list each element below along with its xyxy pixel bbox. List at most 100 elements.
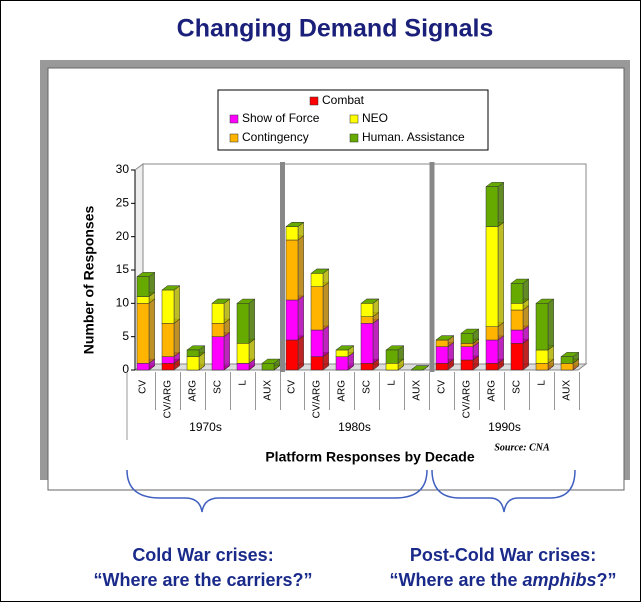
y-axis-label: Number of Responses (81, 205, 97, 354)
bar-front (310, 356, 324, 371)
bar-segment (360, 298, 380, 304)
bar-side (497, 181, 504, 228)
x-tick-label: AUX (562, 380, 573, 401)
y-tick-label: 30 (116, 162, 130, 176)
x-tick-label: SC (362, 380, 373, 394)
bar-segment (310, 268, 330, 274)
bar-front (186, 349, 200, 357)
bar-segment (535, 298, 555, 351)
bar-front (136, 303, 150, 364)
legend-label: Contingency (242, 130, 309, 144)
legend-label: Combat (322, 93, 365, 107)
bar-front (535, 303, 549, 351)
bar-front (460, 346, 474, 361)
bar-side (522, 338, 529, 371)
bar-top (335, 345, 355, 351)
bar-side (297, 335, 304, 371)
y-tick-label: 25 (116, 196, 130, 210)
bar-front (285, 299, 299, 341)
bar-segment (510, 338, 530, 371)
bar-segment (285, 235, 305, 301)
y-tick-label: 0 (122, 362, 129, 376)
y-tick-label: 10 (116, 296, 130, 310)
bar-front (460, 333, 474, 344)
bar-segment (335, 345, 355, 351)
group-label: 1970s (189, 420, 222, 434)
bar-front (161, 363, 175, 371)
bar-side (248, 298, 255, 344)
bar-segment (410, 365, 430, 371)
bar-front (261, 363, 275, 371)
bar-segment (285, 295, 305, 341)
bar-side (173, 285, 180, 324)
group-label: 1990s (488, 420, 521, 434)
annotation-right-2: “Where are the amphibs?” (389, 570, 616, 590)
bar-front (211, 323, 225, 337)
x-tick-label: ARG (487, 380, 498, 402)
bar-segment (310, 281, 330, 331)
x-tick-label: L (537, 380, 548, 386)
bar-segment (560, 351, 580, 364)
annotation-right-1: Post-Cold War crises: (410, 545, 596, 565)
bar-front (485, 226, 499, 327)
bar-front (310, 273, 324, 287)
bar-front (485, 363, 499, 371)
bar-side (497, 335, 504, 364)
x-tick-label: ARG (188, 380, 199, 402)
x-tick-label: SC (213, 380, 224, 394)
bar-side (223, 331, 230, 371)
bar-front (360, 303, 374, 317)
bar-front (435, 363, 449, 371)
brace-left (126, 469, 428, 513)
bar-segment (485, 181, 505, 228)
bar-front (535, 363, 549, 371)
bar-top (211, 298, 231, 304)
bar-segment (236, 298, 256, 344)
bar-top (435, 335, 455, 341)
legend-swatch (349, 133, 359, 143)
bar-front (485, 326, 499, 341)
annotation-left-2: “Where are the carriers?” (93, 570, 312, 590)
x-tick-label: CV/ARG (163, 380, 174, 419)
annotation-part: “Where are the (389, 570, 522, 590)
bar-front (535, 349, 549, 364)
bar-segment (136, 298, 156, 364)
brace-right (431, 469, 576, 513)
y-tick-label: 15 (116, 262, 130, 276)
bar-front (161, 323, 175, 357)
decade-separator (429, 162, 435, 372)
bar-segment (211, 298, 231, 304)
bar-front (510, 329, 524, 344)
bar-segment (285, 335, 305, 371)
annotation-left-1: Cold War crises: (132, 545, 273, 565)
bar-front (236, 303, 250, 344)
bar-top (161, 285, 181, 291)
annotation-part: ?” (597, 570, 617, 590)
bar-segment (161, 318, 181, 358)
x-tick-label: AUX (263, 380, 274, 401)
bar-side (173, 318, 180, 358)
y-tick-label: 5 (122, 329, 129, 343)
bar-segment (310, 325, 330, 358)
bar-segment (310, 351, 330, 371)
bar-side (297, 295, 304, 341)
bar-segment (261, 358, 281, 371)
group-label: 1980s (338, 420, 371, 434)
x-tick-label: CV/ARG (462, 380, 473, 419)
bar-front (385, 349, 399, 364)
bar-front (285, 339, 299, 371)
bar-segment (485, 221, 505, 328)
bar-segment (285, 222, 305, 227)
x-tick-label: CV/ARG (312, 380, 323, 419)
bar-front (435, 339, 449, 347)
y-tick-label: 20 (116, 229, 130, 243)
bar-front (136, 296, 150, 304)
legend-swatch (229, 133, 239, 143)
bar-top (360, 298, 380, 304)
bar-front (385, 363, 399, 371)
bar-front (161, 356, 175, 364)
bar-front (211, 303, 225, 324)
plot: 0 5 10 15 20 25 30 CV CV/ARG ARG SC L AUX CV CV/ARG ARG… (116, 93, 588, 440)
bar-segment (136, 271, 156, 298)
bar-front (485, 339, 499, 364)
